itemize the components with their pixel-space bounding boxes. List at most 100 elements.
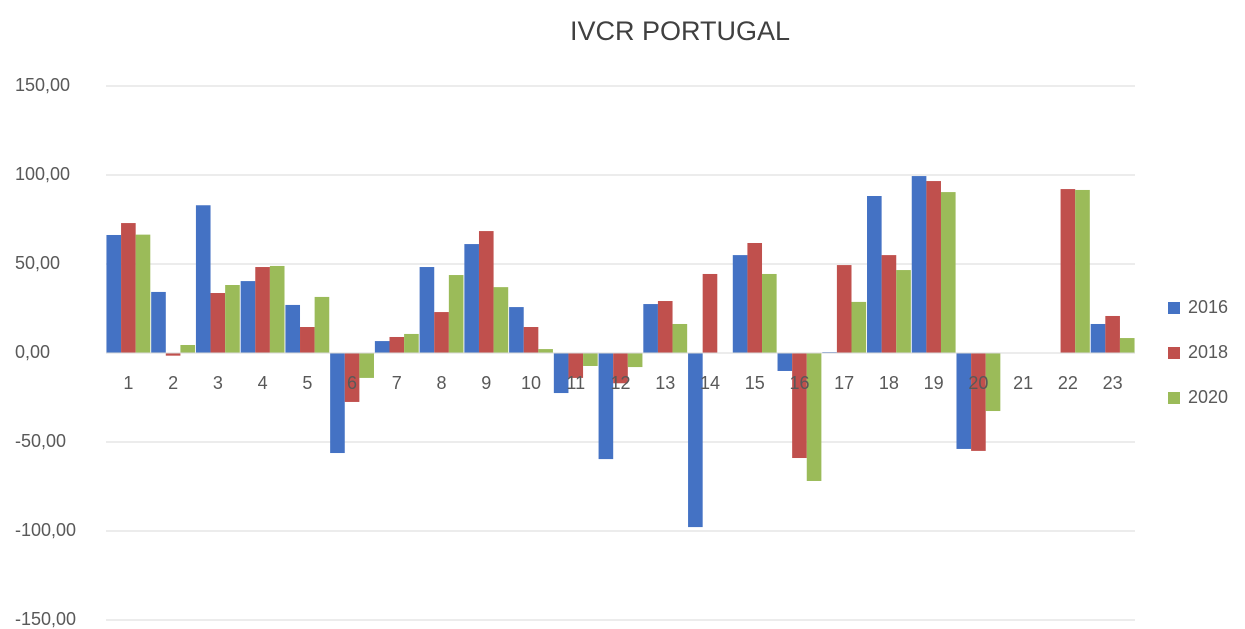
bar <box>568 353 584 378</box>
bar <box>269 265 285 353</box>
legend-swatch <box>1168 302 1180 314</box>
bar <box>702 273 718 353</box>
legend-swatch <box>1168 347 1180 359</box>
bar <box>478 231 494 353</box>
bar <box>896 270 911 353</box>
bar <box>151 291 166 353</box>
bar <box>1090 323 1106 353</box>
bar <box>344 353 360 402</box>
x-tick-label: 10 <box>521 373 541 393</box>
bar <box>672 323 688 353</box>
x-tick-label: 15 <box>745 373 765 393</box>
bar <box>747 242 763 353</box>
bar <box>165 353 181 356</box>
bar <box>538 349 553 353</box>
x-tick-label: 6 <box>347 373 357 393</box>
bar <box>225 285 240 353</box>
bar <box>926 181 941 353</box>
x-tick-label: 7 <box>392 373 402 393</box>
bar <box>583 353 598 366</box>
bar <box>985 353 1001 412</box>
bar <box>1119 338 1135 353</box>
bar <box>867 196 882 353</box>
y-tick-label: 0,00 <box>15 342 50 362</box>
bar <box>627 353 643 368</box>
bar <box>732 255 748 353</box>
bar <box>285 304 301 353</box>
y-tick-label: 50,00 <box>15 253 60 273</box>
x-tick-label: 13 <box>655 373 675 393</box>
y-tick-label: 150,00 <box>15 75 70 95</box>
bar <box>911 176 927 353</box>
bar <box>240 281 256 353</box>
bar <box>598 353 614 460</box>
bar <box>657 301 673 353</box>
y-tick-label: -50,00 <box>15 431 66 451</box>
x-tick-label: 1 <box>123 373 133 393</box>
bar <box>210 293 226 353</box>
bar <box>389 336 405 353</box>
bar <box>688 353 703 528</box>
y-tick-label: 100,00 <box>15 164 70 184</box>
bar <box>792 353 807 459</box>
bar <box>434 312 449 353</box>
x-tick-label: 9 <box>481 373 491 393</box>
legend-label: 2016 <box>1188 297 1228 317</box>
x-tick-label: 22 <box>1058 373 1078 393</box>
chart-title: IVCR PORTUGAL <box>570 16 790 46</box>
x-tick-label: 5 <box>302 373 312 393</box>
bar <box>881 255 897 353</box>
bar <box>971 353 986 451</box>
bar <box>135 234 151 353</box>
bar <box>1060 189 1076 353</box>
x-tick-label: 12 <box>610 373 630 393</box>
x-tick-label: 3 <box>213 373 223 393</box>
bar <box>1105 315 1120 353</box>
bar <box>836 265 852 353</box>
bar <box>464 244 479 353</box>
bar <box>762 273 777 353</box>
bar <box>523 327 539 353</box>
bar <box>314 296 330 353</box>
bar <box>106 234 122 353</box>
x-tick-label: 18 <box>879 373 899 393</box>
bar <box>643 304 658 353</box>
bar <box>121 223 136 353</box>
x-tick-label: 23 <box>1103 373 1123 393</box>
bar <box>851 301 867 353</box>
x-tick-label: 2 <box>168 373 178 393</box>
y-tick-label: -100,00 <box>15 520 76 540</box>
x-tick-label: 8 <box>437 373 447 393</box>
bar <box>509 307 524 353</box>
x-tick-label: 14 <box>700 373 720 393</box>
bar <box>419 267 435 353</box>
legend-label: 2020 <box>1188 387 1228 407</box>
bar <box>613 353 628 384</box>
bar <box>448 275 464 353</box>
bar <box>404 333 419 353</box>
bar <box>359 353 374 378</box>
bar <box>806 353 822 481</box>
bar <box>777 353 793 371</box>
x-tick-label: 20 <box>968 373 988 393</box>
bar <box>1075 189 1090 353</box>
bar <box>940 192 956 353</box>
legend-swatch <box>1168 392 1180 404</box>
bar <box>493 287 509 353</box>
x-tick-label: 17 <box>834 373 854 393</box>
bar <box>195 205 211 353</box>
x-tick-label: 19 <box>924 373 944 393</box>
bar <box>374 341 390 353</box>
y-tick-label: -150,00 <box>15 609 76 629</box>
bar <box>300 327 315 353</box>
bar <box>255 267 270 353</box>
x-tick-label: 4 <box>258 373 268 393</box>
bar <box>553 353 569 394</box>
x-tick-label: 11 <box>566 373 585 393</box>
bar <box>956 353 972 449</box>
bar <box>180 344 196 353</box>
x-tick-label: 21 <box>1013 373 1033 393</box>
legend-label: 2018 <box>1188 342 1228 362</box>
bar <box>330 353 345 454</box>
